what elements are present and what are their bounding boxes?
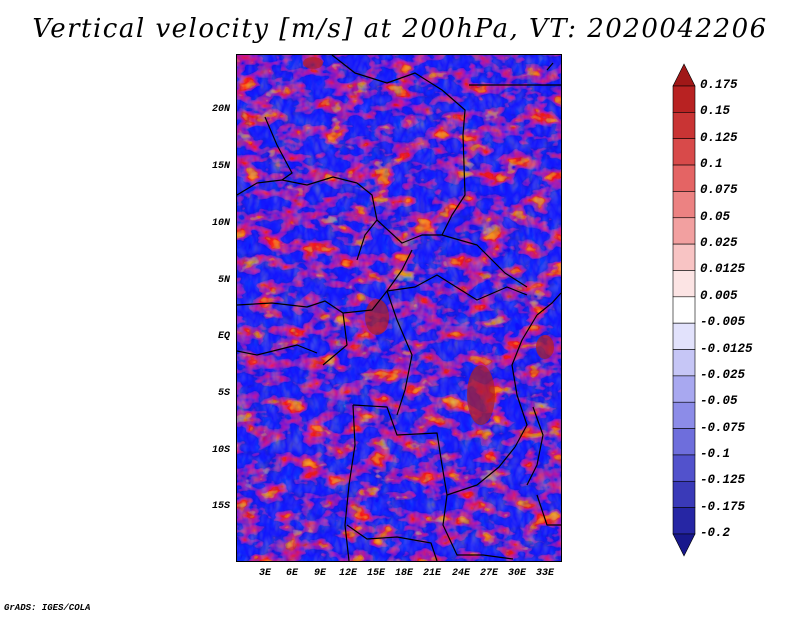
lon-label-33e: 33E bbox=[535, 568, 554, 579]
colorbar-bin bbox=[672, 63, 696, 87]
colorbar-label: -0.025 bbox=[700, 367, 746, 382]
lon-label-15e: 15E bbox=[366, 568, 385, 579]
country-borders bbox=[237, 55, 561, 561]
colorbar-label: 0.175 bbox=[700, 78, 738, 92]
colorbar-bin bbox=[672, 164, 696, 192]
vertical-velocity-field bbox=[237, 55, 561, 561]
lon-label-6e: 6E bbox=[285, 568, 298, 579]
colorbar-bin bbox=[672, 191, 696, 219]
colorbar-bin bbox=[672, 375, 696, 403]
colorbar-label: -0.075 bbox=[700, 420, 746, 435]
colorbar-label: 0.005 bbox=[700, 288, 738, 303]
colorbar-bin bbox=[672, 270, 696, 298]
map-title: Vertical velocity [m/s] at 200hPa, VT: 2… bbox=[32, 14, 768, 44]
colorbar-bin bbox=[672, 480, 696, 508]
colorbar-bin bbox=[672, 243, 696, 271]
colorbar-bin bbox=[672, 138, 696, 166]
colorbar-label: -0.125 bbox=[700, 473, 746, 488]
lat-label-10s: 10S bbox=[211, 445, 230, 456]
colorbar-bin bbox=[672, 401, 696, 429]
colorbar-bin bbox=[672, 349, 696, 377]
colorbar-label: -0.005 bbox=[700, 315, 746, 330]
colorbar-bin bbox=[672, 296, 696, 324]
colorbar-bin bbox=[672, 454, 696, 482]
lat-label-eq: EQ bbox=[217, 331, 230, 342]
lat-label-20n: 20N bbox=[211, 104, 230, 115]
lat-label-5n: 5N bbox=[217, 275, 230, 286]
lon-label-18e: 18E bbox=[394, 568, 413, 579]
lat-label-15s: 15S bbox=[211, 501, 230, 512]
grads-credit: GrADS: IGES/COLA bbox=[4, 603, 91, 613]
map-panel[interactable] bbox=[236, 54, 562, 562]
colorbar-bin bbox=[672, 217, 696, 245]
colorbar-bin bbox=[672, 428, 696, 456]
lon-label-30e: 30E bbox=[507, 568, 526, 579]
colorbar-label: -0.1 bbox=[700, 446, 731, 461]
colorbar-label: 0.15 bbox=[700, 104, 731, 119]
colorbar-bin bbox=[672, 85, 696, 113]
lat-label-15n: 15N bbox=[211, 161, 230, 172]
colorbar-label: 0.075 bbox=[700, 183, 738, 198]
lon-label-21e: 21E bbox=[422, 568, 441, 579]
colorbar-label: 0.125 bbox=[700, 130, 738, 145]
lat-label-5s: 5S bbox=[217, 388, 230, 399]
lon-label-12e: 12E bbox=[338, 568, 357, 579]
colorbar-label: -0.2 bbox=[700, 526, 731, 540]
colorbar-label: 0.1 bbox=[700, 157, 723, 172]
lon-label-3e: 3E bbox=[258, 568, 271, 579]
lat-label-10n: 10N bbox=[211, 218, 230, 229]
colorbar-label: -0.175 bbox=[700, 499, 746, 514]
colorbar-bin bbox=[672, 507, 696, 535]
lon-label-24e: 24E bbox=[451, 568, 470, 579]
colorbar-label: 0.05 bbox=[700, 209, 731, 224]
colorbar bbox=[672, 63, 696, 557]
colorbar-label: 0.025 bbox=[700, 236, 738, 251]
colorbar-label: -0.0125 bbox=[700, 341, 753, 356]
colorbar-bin bbox=[672, 322, 696, 350]
lon-label-27e: 27E bbox=[479, 568, 498, 579]
colorbar-label: -0.05 bbox=[700, 394, 738, 409]
updraft-patches bbox=[303, 57, 554, 425]
colorbar-bin bbox=[672, 533, 696, 557]
colorbar-label: 0.0125 bbox=[700, 262, 746, 277]
colorbar-bin bbox=[672, 112, 696, 140]
lon-label-9e: 9E bbox=[313, 568, 326, 579]
